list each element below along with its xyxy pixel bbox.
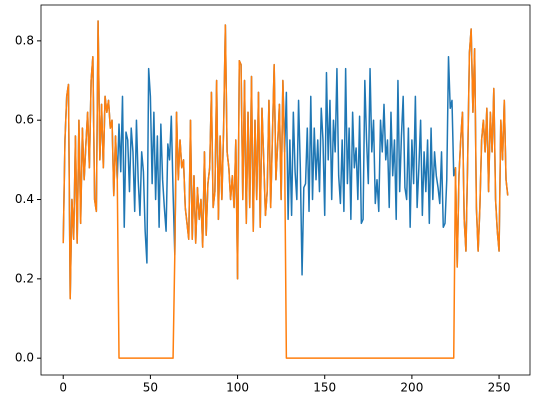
y-tick-label: 0.2 xyxy=(15,271,34,285)
x-tick-label: 200 xyxy=(400,381,423,395)
x-tick-label: 250 xyxy=(488,381,511,395)
y-tick-label: 0.0 xyxy=(15,351,34,365)
x-tick-label: 0 xyxy=(59,381,67,395)
y-tick-label: 0.8 xyxy=(15,33,34,47)
plot-frame xyxy=(40,4,531,376)
line-series xyxy=(62,20,509,359)
x-tick-label: 50 xyxy=(143,381,158,395)
line-series xyxy=(62,20,509,300)
y-tick-label: 0.6 xyxy=(15,113,34,127)
y-tick-label: 0.4 xyxy=(15,192,34,206)
x-tick-label: 100 xyxy=(226,381,249,395)
x-tick-label: 150 xyxy=(313,381,336,395)
